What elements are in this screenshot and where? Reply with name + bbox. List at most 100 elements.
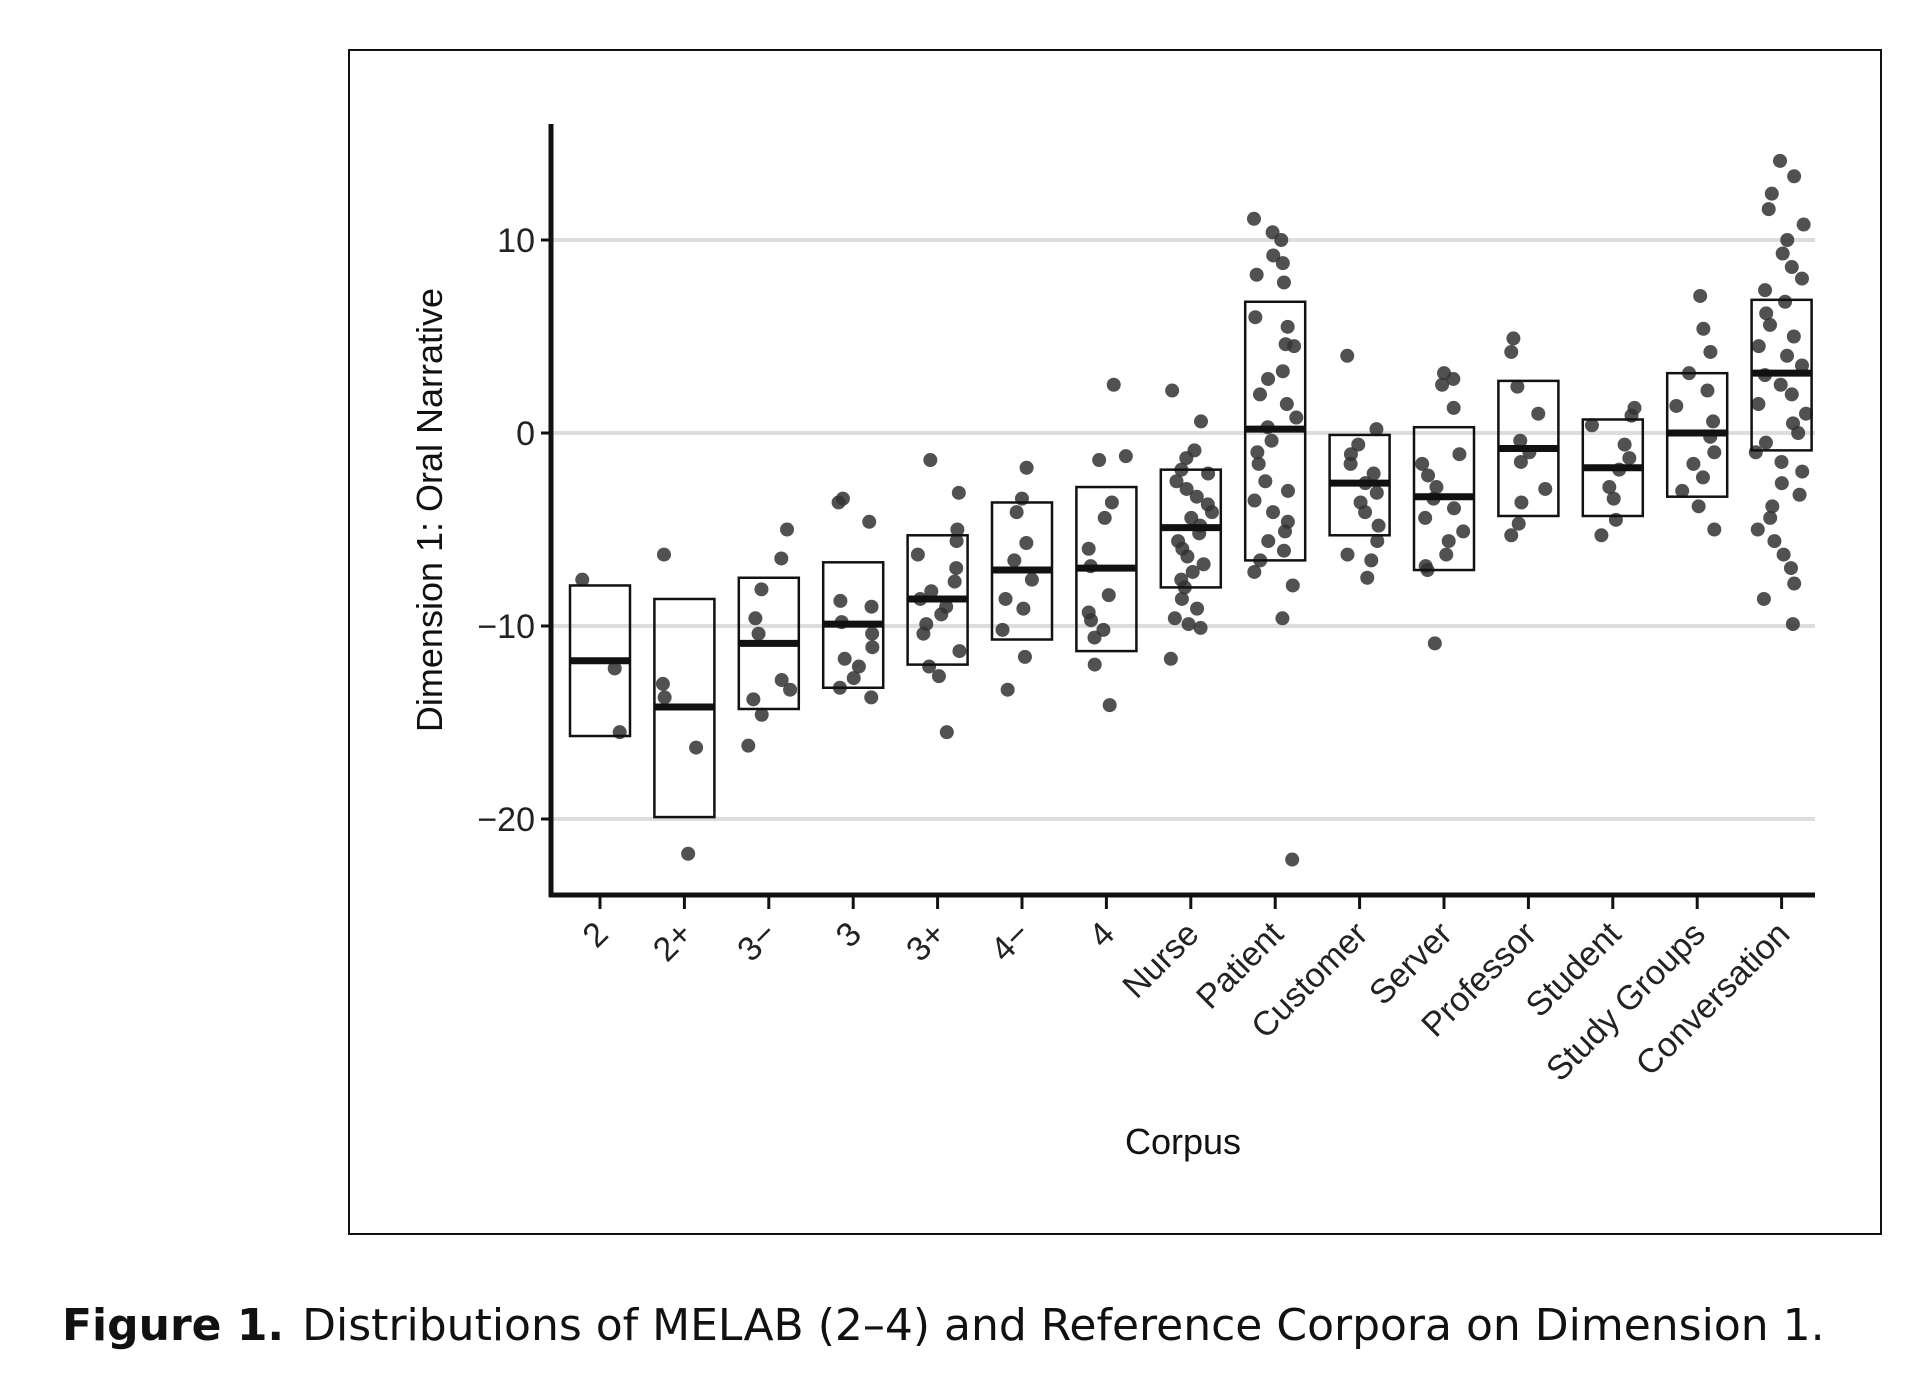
point-8-13 (1252, 387, 1267, 402)
point-14-24 (1758, 435, 1773, 450)
y-tick-label-2: −10 (477, 608, 535, 646)
point-8-19 (1251, 456, 1266, 471)
point-8-26 (1261, 534, 1276, 549)
point-14-38 (1785, 617, 1800, 632)
point-10-6 (1421, 468, 1436, 483)
x-axis-title: Corpus (1125, 1121, 1241, 1162)
point-7-3 (1179, 451, 1194, 466)
point-14-3 (1761, 202, 1776, 217)
y-tick-label-0: 10 (497, 222, 535, 260)
point-10-9 (1447, 501, 1462, 516)
point-5-7 (1016, 601, 1031, 616)
point-10-12 (1441, 534, 1456, 549)
point-7-8 (1189, 489, 1204, 504)
point-4-6 (947, 574, 962, 589)
point-14-29 (1792, 487, 1807, 502)
y-ticks: 10 0 −10 −20 (477, 222, 551, 839)
point-11-4 (1513, 433, 1528, 448)
point-4-15 (931, 669, 946, 684)
point-12-7 (1606, 491, 1621, 506)
point-1-0 (656, 547, 671, 562)
point-14-1 (1787, 169, 1802, 184)
point-2-1 (774, 551, 789, 566)
point-8-15 (1289, 410, 1304, 425)
point-4-10 (934, 607, 949, 622)
point-8-31 (1275, 611, 1290, 626)
point-12-2 (1584, 418, 1599, 433)
y-tick-label-1: 0 (516, 415, 535, 453)
point-11-1 (1504, 344, 1519, 359)
point-1-1 (655, 676, 670, 691)
point-7-22 (1190, 601, 1205, 616)
caption-label: Figure 1. (62, 1300, 285, 1351)
point-8-14 (1279, 397, 1294, 412)
x-tick-label-1: 2+ (646, 915, 700, 969)
point-11-9 (1511, 516, 1526, 531)
point-11-6 (1513, 454, 1528, 469)
point-6-2 (1092, 453, 1107, 468)
point-3-9 (851, 659, 866, 674)
point-14-28 (1774, 476, 1789, 491)
point-8-21 (1280, 483, 1295, 498)
point-7-25 (1193, 620, 1208, 635)
point-9-13 (1364, 553, 1379, 568)
x-tick-label-5: 4− (983, 915, 1037, 969)
point-13-5 (1669, 398, 1684, 413)
point-2-3 (748, 611, 763, 626)
point-1-4 (681, 846, 696, 861)
point-8-7 (1248, 310, 1263, 325)
point-5-8 (995, 622, 1010, 637)
point-9-12 (1340, 547, 1355, 562)
point-0-1 (607, 661, 622, 676)
x-tick-label-2: 3− (730, 915, 784, 969)
point-8-8 (1280, 319, 1295, 334)
point-14-10 (1778, 294, 1793, 309)
point-14-36 (1787, 576, 1802, 591)
point-9-10 (1371, 518, 1386, 533)
point-14-20 (1751, 397, 1766, 412)
point-14-2 (1764, 186, 1779, 201)
x-tick-label-6: 4 (1082, 915, 1122, 955)
point-8-18 (1250, 445, 1265, 460)
point-14-27 (1795, 464, 1810, 479)
point-8-25 (1278, 524, 1293, 539)
point-12-3 (1617, 437, 1632, 452)
point-14-30 (1765, 499, 1780, 514)
point-14-16 (1795, 358, 1810, 373)
point-12-6 (1602, 480, 1617, 495)
point-4-16 (939, 725, 954, 740)
point-10-13 (1439, 547, 1454, 562)
point-14-4 (1796, 217, 1811, 232)
point-14-11 (1759, 306, 1774, 321)
point-11-7 (1538, 481, 1553, 496)
point-4-12 (916, 626, 931, 641)
point-10-11 (1456, 524, 1471, 539)
point-6-4 (1097, 510, 1112, 525)
point-14-33 (1767, 534, 1782, 549)
point-2-9 (741, 738, 756, 753)
point-8-29 (1247, 564, 1262, 579)
point-7-21 (1174, 591, 1189, 606)
y-tick-label-3: −20 (477, 801, 535, 839)
point-14-0 (1773, 153, 1788, 168)
point-14-34 (1776, 547, 1791, 562)
point-11-0 (1506, 331, 1521, 346)
point-10-16 (1427, 636, 1442, 651)
x-tick-label-4: 3+ (899, 915, 953, 969)
figure-frame (348, 49, 1882, 1235)
point-3-1 (831, 495, 846, 510)
point-5-2 (1009, 505, 1024, 520)
point-4-7 (924, 584, 939, 599)
point-14-37 (1756, 591, 1771, 606)
point-13-6 (1706, 414, 1721, 429)
point-13-13 (1707, 522, 1722, 537)
point-7-16 (1180, 549, 1195, 564)
point-11-2 (1510, 379, 1525, 394)
point-2-7 (746, 692, 761, 707)
point-12-4 (1622, 451, 1637, 466)
point-7-0 (1165, 383, 1180, 398)
point-9-5 (1366, 466, 1381, 481)
point-8-5 (1249, 267, 1264, 282)
point-2-4 (751, 626, 766, 641)
point-2-2 (754, 582, 769, 597)
